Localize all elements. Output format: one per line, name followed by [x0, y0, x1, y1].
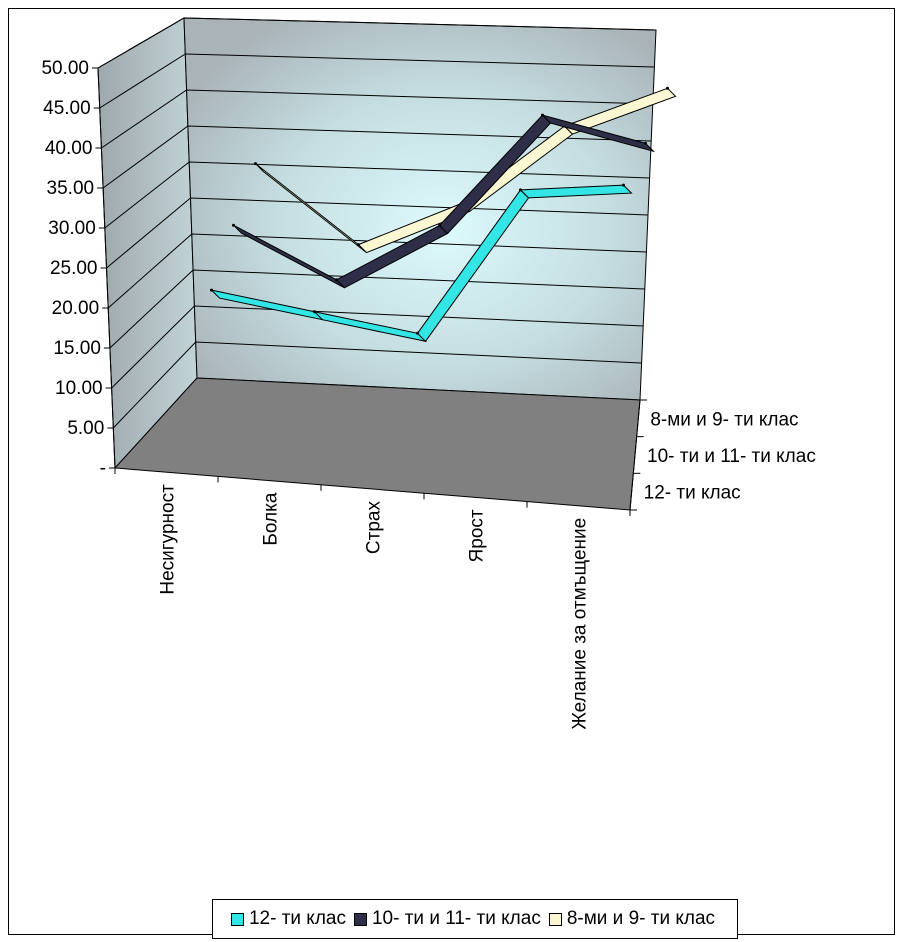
- data-point: [416, 331, 419, 335]
- data-point: [357, 243, 360, 247]
- gridline: [101, 89, 653, 149]
- gridlines: [97, 17, 657, 429]
- data-point: [335, 278, 338, 282]
- y-tick-label: 5.00: [67, 418, 104, 439]
- y-tick-label: 30.00: [48, 218, 96, 239]
- x-tick-label: Болка: [261, 492, 282, 545]
- legend-label: 8-ми и 9- ти клас: [566, 908, 716, 929]
- gridline: [107, 233, 647, 309]
- legend-swatch: [230, 912, 244, 926]
- y-tick-label: 10.00: [55, 378, 103, 399]
- series-ribbon: [563, 87, 677, 135]
- depth-axis-line: [629, 399, 641, 511]
- legend-swatch: [353, 912, 367, 926]
- y-axis: - 5.00 10.00 15.00 20.00 25.00 30.00 35.00 40.00…: [41, 58, 116, 479]
- data-point: [644, 141, 647, 145]
- depth-axis: 8-ми и 9- ти клас 10- ти и 11- ти клас 12-…: [629, 399, 816, 511]
- gridline: [102, 125, 652, 189]
- data-point: [232, 223, 235, 227]
- x-tick-label: Желание за отмъщение: [570, 518, 591, 730]
- legend-item: 10- ти и 11- ти клас: [353, 908, 541, 930]
- back-wall: [183, 17, 657, 401]
- series-ribbon: [540, 114, 656, 153]
- legend-swatch: [548, 912, 562, 926]
- gridline: [106, 197, 649, 269]
- y-tick-label: 50.00: [41, 58, 89, 79]
- data-point: [519, 188, 522, 192]
- data-point: [254, 162, 257, 166]
- y-tick-label: 20.00: [52, 298, 100, 319]
- floor: [113, 377, 641, 511]
- data-point: [622, 183, 625, 187]
- y-tick-label: 15.00: [53, 338, 101, 359]
- depth-tick-label: 10- ти и 11- ти клас: [647, 446, 816, 467]
- y-tick-label: 35.00: [47, 178, 95, 199]
- series-layer: [209, 86, 677, 343]
- y-tick-label: 25.00: [50, 258, 98, 279]
- data-point: [541, 113, 544, 117]
- y-tick-label: 45.00: [43, 98, 91, 119]
- data-point: [210, 288, 213, 292]
- gridline: [99, 53, 655, 109]
- gridline: [112, 341, 642, 429]
- y-axis-line: [97, 67, 116, 469]
- x-tick-label: Несигурност: [158, 484, 179, 595]
- data-point: [666, 86, 669, 90]
- gridline: [109, 269, 645, 349]
- legend-label: 12- ти клас: [248, 908, 346, 929]
- gridline: [97, 17, 657, 69]
- y-tick-label: -: [100, 458, 106, 479]
- gridline: [111, 305, 644, 389]
- x-tick-label: Ярост: [467, 509, 488, 562]
- y-tick-label: 40.00: [45, 138, 93, 159]
- series-ribbon: [519, 184, 633, 199]
- data-point: [438, 224, 441, 227]
- legend-item: 8-ми и 9- ти клас: [548, 908, 716, 930]
- legend: 12- ти клас 10- ти и 11- ти клас 8-ми и 9-…: [212, 899, 738, 939]
- x-tick-label: Страх: [364, 501, 385, 555]
- legend-item: 12- ти клас: [230, 908, 346, 930]
- legend-label: 10- ти и 11- ти клас: [371, 908, 541, 929]
- depth-tick-label: 8-ми и 9- ти клас: [650, 409, 798, 430]
- x-axis: Несигурност Болка Страх Ярост Желание за отм…: [114, 468, 631, 730]
- depth-tick-label: 12- ти клас: [644, 483, 741, 504]
- data-point: [313, 310, 316, 314]
